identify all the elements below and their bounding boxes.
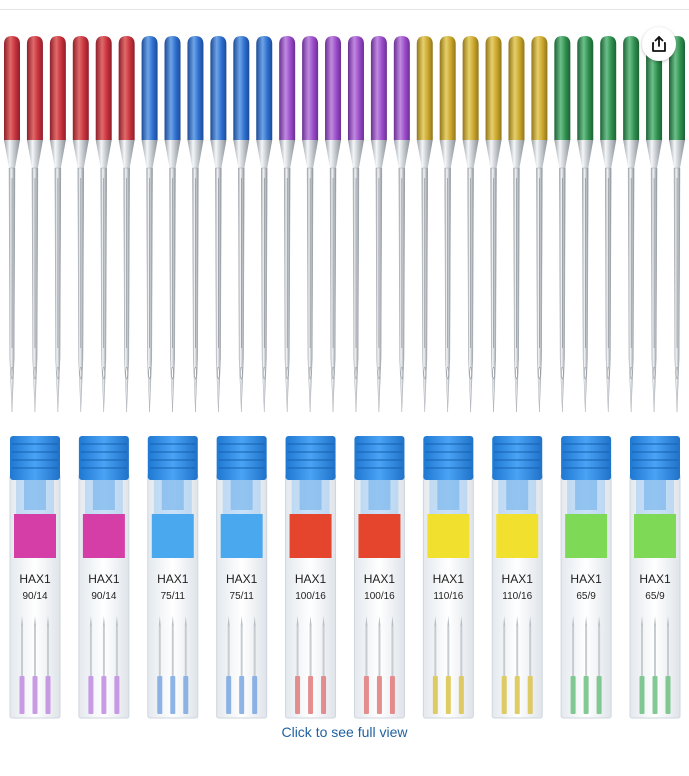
needle-red [95,36,112,413]
needle-red [49,36,66,413]
needle-blue [210,36,227,413]
case-brand-text: HAX1 [157,572,189,586]
case-brand-text: HAX1 [364,572,396,586]
needle-green [669,36,685,413]
case-brand-text: HAX1 [502,572,534,586]
needle-red [26,36,43,413]
case-size-text: 100/16 [295,591,326,602]
needle-blue [187,36,204,413]
needle-case: HAX1 65/9 [629,436,681,719]
case-brand-text: HAX1 [19,572,51,586]
needle-green [600,36,617,413]
case-color-label [82,514,125,558]
case-size-text: 110/16 [433,591,463,602]
needle-red [118,36,135,413]
see-full-view-link[interactable]: Click to see full view [281,724,408,740]
case-size-text: 90/14 [91,591,116,602]
case-size-text: 100/16 [364,591,395,602]
needle-gold [531,36,548,413]
needle-purple [325,36,342,413]
needle-purple [302,36,319,413]
needle-red [4,36,20,413]
case-size-text: 65/9 [576,591,596,602]
case-color-label [14,514,56,558]
case-size-text: 75/11 [230,591,255,602]
needles-row [4,36,685,413]
needle-green [554,36,571,413]
needle-case: HAX1 65/9 [560,436,612,719]
case-brand-text: HAX1 [295,572,327,586]
needle-gold [439,36,456,413]
needle-case: HAX1 110/16 [422,436,474,719]
needle-purple [393,36,410,413]
needle-purple [279,36,296,413]
case-color-label [634,514,676,558]
case-size-text: 90/14 [22,591,47,602]
needle-purple [347,36,364,413]
needle-gold [508,36,525,413]
case-brand-text: HAX1 [433,572,465,586]
case-size-text: 65/9 [645,591,665,602]
case-brand-text: HAX1 [570,572,602,586]
needle-green [646,36,663,413]
case-brand-text: HAX1 [639,572,671,586]
needle-gold [416,36,433,413]
needle-purple [370,36,387,413]
case-color-label [358,514,401,558]
case-brand-text: HAX1 [226,572,258,586]
case-color-label [220,514,263,558]
needle-blue [256,36,273,413]
needle-case: HAX1 100/16 [285,436,337,719]
product-image[interactable]: HAX190/14HAX190/14HAX175/11HAX175/11HAX1… [0,28,689,720]
needle-cases-row: HAX190/14HAX190/14HAX175/11HAX175/11HAX1… [9,436,681,719]
needle-blue [233,36,250,413]
case-color-label [427,514,470,558]
case-size-text: 110/16 [502,591,532,602]
needle-red [72,36,89,413]
needle-case: HAX1 110/16 [491,436,543,719]
needle-case: HAX1 75/11 [147,436,199,719]
needle-blue [164,36,181,413]
top-divider [0,9,689,10]
needle-gold [485,36,502,413]
case-color-label [289,514,332,558]
case-size-text: 75/11 [161,591,186,602]
case-brand-text: HAX1 [88,572,120,586]
case-color-label [151,514,194,558]
needle-green [623,36,640,413]
share-button[interactable] [642,27,676,61]
needle-case: HAX1 90/14 [9,436,61,719]
needle-green [577,36,594,413]
needle-case: HAX1 90/14 [78,436,130,719]
needle-blue [141,36,158,413]
needle-case: HAX1 100/16 [353,436,405,719]
needle-gold [462,36,479,413]
case-color-label [496,514,539,558]
case-color-label [565,514,608,558]
share-icon [650,35,668,53]
needle-case: HAX1 75/11 [216,436,268,719]
